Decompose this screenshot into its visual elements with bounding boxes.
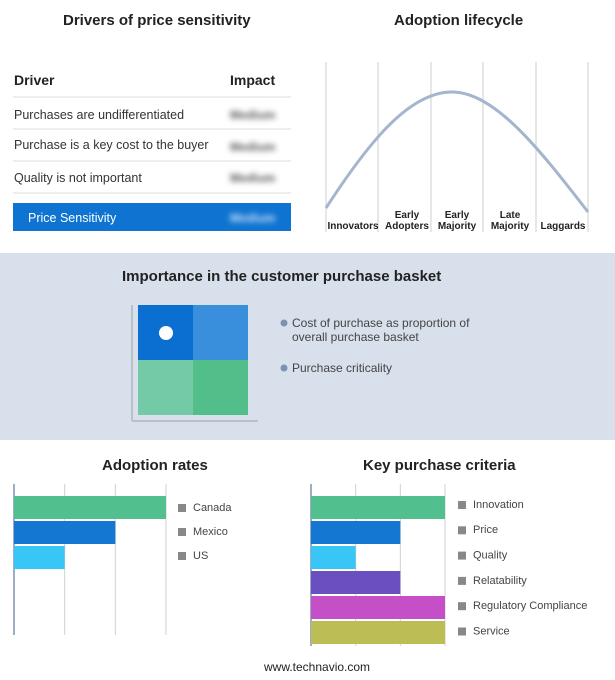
- bar: [311, 571, 401, 594]
- legend-label: US: [193, 550, 208, 562]
- summary-impact: Medium: [230, 211, 276, 225]
- stage-label: Late Majority: [490, 210, 530, 232]
- bar: [311, 496, 445, 519]
- matrix-dot: [159, 326, 173, 340]
- column-header: Driver: [14, 72, 55, 88]
- stage-label: Laggards: [540, 221, 586, 232]
- impact-text: Medium: [230, 171, 276, 185]
- legend-label: Service: [473, 625, 510, 637]
- bar: [14, 496, 166, 519]
- matrix-cell: [193, 360, 248, 415]
- legend-swatch: [458, 526, 466, 535]
- driver-text: Purchases are undifferentiated: [14, 108, 185, 122]
- column-header: Impact: [230, 72, 276, 88]
- bar: [311, 621, 445, 644]
- bar: [14, 521, 116, 544]
- matrix-cell: [193, 305, 248, 360]
- section-title: Importance in the customer purchase bask…: [122, 268, 442, 285]
- matrix-cell: [138, 360, 193, 415]
- legend-swatch: [178, 528, 186, 536]
- bar: [14, 546, 65, 569]
- legend-label: Relatability: [473, 575, 527, 587]
- section-title: Adoption lifecycle: [394, 12, 524, 29]
- bar: [311, 596, 445, 619]
- legend-label: Mexico: [193, 526, 228, 538]
- legend-dot: [280, 319, 288, 327]
- lifecycle-grid: [325, 62, 589, 232]
- summary-label: Price Sensitivity: [28, 211, 117, 225]
- stage-label: Early Adopters: [385, 210, 429, 232]
- legend-swatch: [458, 551, 466, 560]
- legend-label: Regulatory Compliance: [473, 600, 587, 612]
- legend-text: Purchase criticality: [292, 361, 393, 375]
- summary-row: [13, 203, 291, 231]
- impact-text: Medium: [230, 108, 276, 122]
- legend-label: Innovation: [473, 499, 524, 511]
- chart-title: Key purchase criteria: [363, 457, 516, 474]
- stage-label: Innovators: [327, 221, 379, 232]
- chart-title: Adoption rates: [102, 457, 208, 474]
- impact-text: Medium: [230, 140, 276, 154]
- legend-label: Quality: [473, 550, 508, 562]
- footer: www.technavio.com: [264, 660, 371, 674]
- bar: [311, 546, 356, 569]
- legend-dot: [280, 364, 288, 372]
- bar: [311, 521, 401, 544]
- lifecycle-curve: [324, 90, 590, 213]
- driver-text: Purchase is a key cost to the buyer: [14, 138, 209, 152]
- legend-swatch: [178, 504, 186, 512]
- legend-label: Canada: [193, 502, 232, 514]
- legend-swatch: [458, 576, 466, 585]
- legend-text: Cost of purchase as proportion of overal…: [292, 316, 470, 344]
- legend-swatch: [178, 552, 186, 560]
- section-title: Drivers of price sensitivity: [63, 12, 251, 29]
- legend-label: Price: [473, 524, 498, 536]
- driver-text: Quality is not important: [14, 171, 142, 185]
- stage-label: Early Majority: [437, 210, 477, 232]
- basket-band: [0, 253, 615, 440]
- legend-swatch: [458, 501, 466, 509]
- legend-swatch: [458, 602, 466, 611]
- legend-swatch: [458, 627, 466, 636]
